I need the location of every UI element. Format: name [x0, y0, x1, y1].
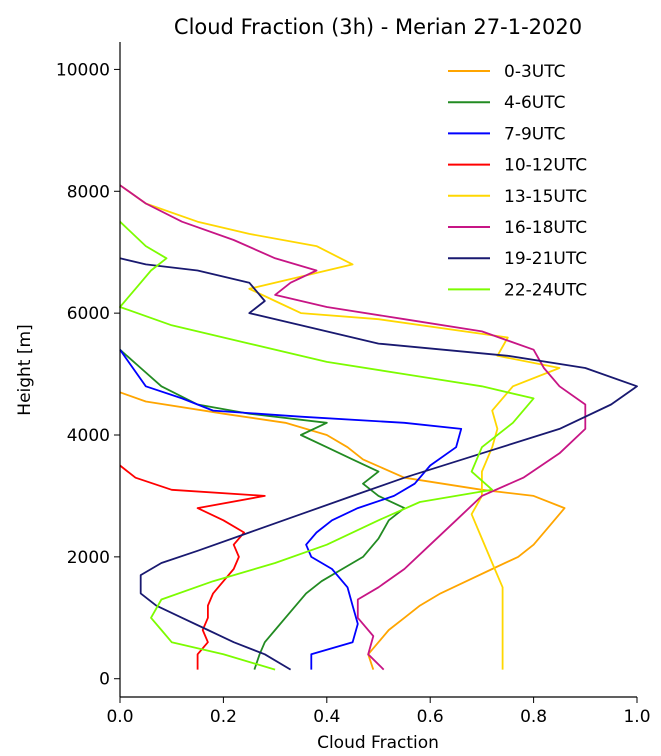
legend: 0-3UTC 4-6UTC 7-9UTC 10-12UTC 13-15UTC 16-18U…: [448, 62, 587, 300]
y-tick-label: 2000: [67, 548, 110, 568]
legend-label: 16-18UTC: [504, 218, 587, 238]
x-tick-label: 0.0: [106, 707, 133, 727]
legend-label: 7-9UTC: [504, 124, 565, 144]
legend-label: 10-12UTC: [504, 156, 587, 176]
y-tick-label: 6000: [67, 304, 110, 324]
legend-label: 22-24UTC: [504, 280, 587, 300]
series-line-16-18utc: [119, 184, 587, 671]
y-tick-label: 10000: [56, 60, 110, 80]
series-line-0-3utc: [119, 391, 566, 670]
x-tick-label: 0.6: [417, 707, 444, 727]
y-axis-ticks: 0 2000 4000 6000 8000 10000: [56, 60, 120, 690]
chart-title: Cloud Fraction (3h) - Merian 27-1-2020: [174, 15, 582, 39]
x-tick-label: 0.4: [313, 707, 340, 727]
y-axis-label: Height [m]: [15, 324, 35, 415]
y-tick-label: 8000: [67, 182, 110, 202]
legend-label: 19-21UTC: [504, 249, 587, 269]
legend-label: 0-3UTC: [504, 62, 565, 82]
y-tick-label: 4000: [67, 426, 110, 446]
plot-lines: [119, 184, 638, 671]
x-tick-label: 0.2: [210, 707, 237, 727]
x-tick-label: 0.8: [520, 707, 547, 727]
x-tick-label: 1.0: [623, 707, 650, 727]
series-line-7-9utc: [119, 349, 463, 670]
series-line-13-15utc: [119, 184, 561, 670]
x-axis-label: Cloud Fraction: [317, 733, 439, 753]
series-line-19-21utc: [119, 257, 638, 671]
x-axis-ticks: 0.0 0.2 0.4 0.6 0.8 1.0: [106, 697, 651, 727]
y-tick-label: 0: [99, 670, 110, 690]
legend-label: 13-15UTC: [504, 187, 587, 207]
series-line-22-24utc: [119, 221, 535, 671]
series-line-10-12utc: [119, 464, 266, 670]
legend-label: 4-6UTC: [504, 93, 565, 113]
